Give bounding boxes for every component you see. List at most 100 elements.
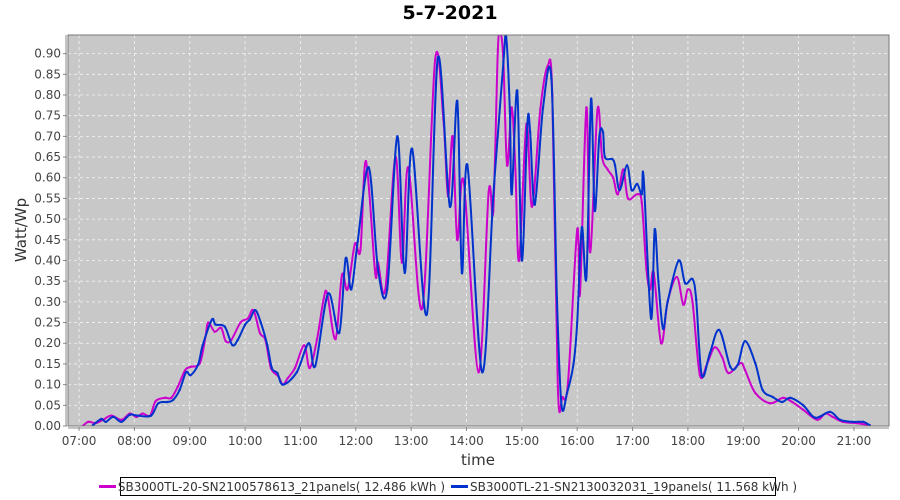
data-point bbox=[838, 418, 842, 421]
data-point bbox=[691, 277, 694, 281]
data-point bbox=[338, 331, 341, 335]
data-point bbox=[754, 361, 757, 365]
data-point bbox=[541, 106, 545, 109]
data-point bbox=[508, 110, 512, 113]
data-point bbox=[533, 203, 536, 206]
data-point bbox=[307, 342, 310, 345]
data-point bbox=[718, 328, 721, 332]
data-point bbox=[157, 402, 160, 405]
data-point bbox=[344, 257, 347, 260]
data-point bbox=[166, 400, 169, 404]
data-point bbox=[149, 414, 153, 417]
data-point bbox=[683, 282, 687, 285]
data-point bbox=[223, 325, 227, 328]
y-axis-label: Watt/Wp bbox=[12, 198, 30, 262]
data-point bbox=[189, 373, 192, 377]
data-point bbox=[642, 176, 645, 179]
data-point bbox=[466, 164, 469, 167]
data-point bbox=[514, 168, 517, 171]
y-axis: 0.00 0.05 0.10 0.15 0.20 0.25 0.30 0.35 0.40 0.45… bbox=[34, 35, 67, 433]
series-lines bbox=[81, 32, 871, 426]
y-tick-label: 0.00 bbox=[34, 419, 61, 433]
data-point bbox=[396, 135, 399, 138]
data-point bbox=[176, 385, 179, 388]
data-point bbox=[120, 418, 123, 421]
data-point bbox=[516, 89, 519, 93]
data-point bbox=[502, 60, 505, 64]
data-point bbox=[698, 373, 702, 377]
y-tick-label: 0.35 bbox=[34, 274, 61, 288]
data-point bbox=[112, 415, 115, 419]
data-point bbox=[141, 412, 144, 415]
data-point bbox=[425, 313, 429, 316]
data-point bbox=[572, 362, 575, 366]
data-point bbox=[403, 271, 406, 275]
data-point bbox=[258, 331, 262, 335]
data-point bbox=[480, 371, 484, 374]
data-point bbox=[364, 159, 368, 163]
data-point bbox=[635, 193, 639, 196]
data-point bbox=[349, 288, 353, 291]
x-tick-label: 15:00 bbox=[505, 434, 540, 448]
data-point bbox=[91, 423, 95, 426]
data-point bbox=[248, 318, 251, 321]
data-point bbox=[243, 323, 247, 326]
data-point bbox=[530, 205, 534, 208]
data-point bbox=[487, 191, 490, 194]
data-point bbox=[326, 292, 330, 295]
data-point bbox=[861, 420, 865, 424]
data-point bbox=[353, 242, 357, 246]
data-point bbox=[626, 197, 630, 200]
data-point bbox=[231, 343, 234, 347]
data-point bbox=[526, 122, 529, 126]
y-tick-label: 0.75 bbox=[34, 109, 61, 123]
x-tick-label: 18:00 bbox=[671, 434, 706, 448]
data-point bbox=[183, 368, 187, 372]
legend-item-series-1: SB3000TL-20-SN2100578613_21panels( 12.48… bbox=[98, 480, 445, 494]
data-point bbox=[743, 339, 747, 343]
x-tick-label: 19:00 bbox=[726, 434, 761, 448]
data-point bbox=[239, 321, 242, 324]
legend-label: SB3000TL-21-SN2130032031_19panels( 11.56… bbox=[470, 479, 798, 494]
data-point bbox=[556, 385, 560, 388]
data-point bbox=[499, 32, 501, 34]
data-point bbox=[555, 296, 559, 299]
data-point bbox=[754, 391, 757, 395]
data-point bbox=[87, 420, 90, 424]
data-point bbox=[214, 323, 217, 326]
x-tick-label: 17:00 bbox=[615, 434, 650, 448]
data-point bbox=[528, 131, 532, 134]
data-point bbox=[761, 388, 764, 392]
data-point bbox=[802, 404, 805, 407]
data-point bbox=[286, 377, 289, 380]
data-point bbox=[224, 339, 227, 343]
data-point bbox=[384, 288, 387, 291]
data-point bbox=[322, 298, 325, 302]
data-point bbox=[630, 188, 633, 192]
x-axis: 07:00 08:00 09:00 10:00 11:00 12:00 13:00 14:00… bbox=[62, 427, 889, 448]
data-point bbox=[520, 259, 524, 262]
y-tick-label: 0.70 bbox=[34, 129, 61, 143]
data-point bbox=[213, 330, 216, 333]
data-point bbox=[293, 366, 297, 370]
data-point bbox=[851, 420, 855, 424]
x-tick-label: 12:00 bbox=[339, 434, 374, 448]
y-tick-label: 0.10 bbox=[34, 378, 61, 392]
data-point bbox=[695, 298, 698, 302]
data-point bbox=[210, 318, 214, 321]
x-tick-label: 10:00 bbox=[228, 434, 263, 448]
data-point bbox=[589, 97, 593, 101]
data-point bbox=[189, 365, 192, 369]
y-tick-label: 0.55 bbox=[34, 191, 61, 205]
data-point bbox=[154, 399, 157, 403]
data-point bbox=[410, 147, 414, 150]
data-point bbox=[576, 321, 579, 324]
data-point bbox=[659, 342, 663, 345]
data-point bbox=[598, 135, 601, 138]
data-point bbox=[359, 248, 362, 252]
data-point bbox=[259, 321, 262, 324]
data-point bbox=[781, 396, 785, 400]
data-point bbox=[128, 413, 132, 417]
data-point bbox=[828, 410, 832, 414]
y-tick-label: 0.90 bbox=[34, 47, 61, 61]
